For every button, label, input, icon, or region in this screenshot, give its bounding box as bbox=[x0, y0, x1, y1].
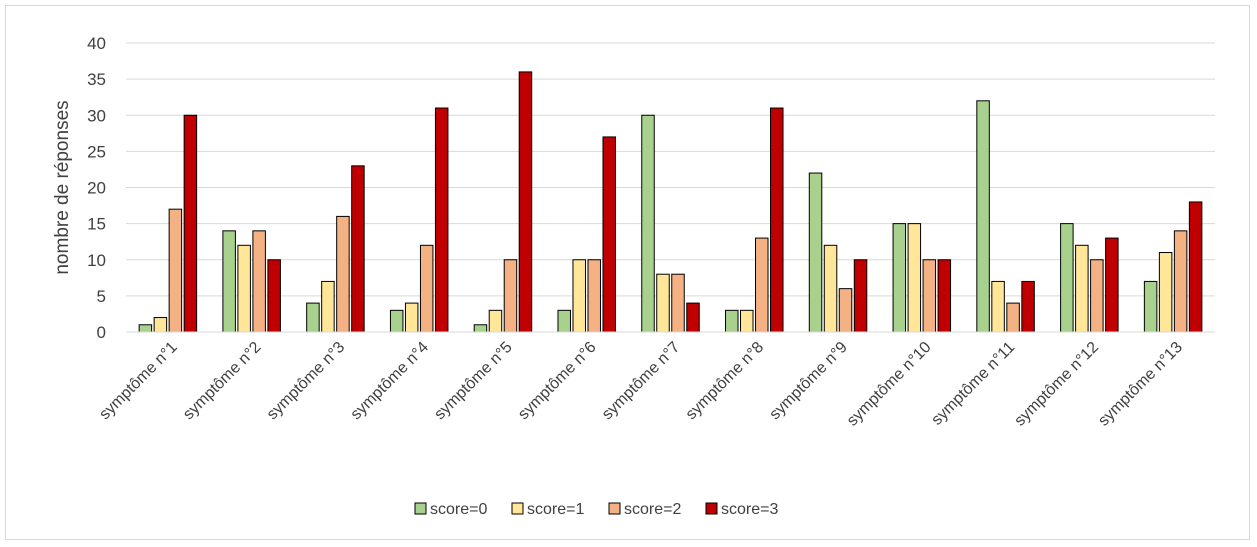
bar-score-2-2 bbox=[252, 230, 266, 333]
legend-label: score=1 bbox=[527, 501, 584, 518]
bar-score-0-3 bbox=[306, 302, 320, 333]
category-label: symptôme n°9 bbox=[766, 339, 851, 424]
category-label: symptôme n°7 bbox=[599, 339, 684, 424]
bar-score-3-12 bbox=[1105, 237, 1119, 333]
bar-score-2-5 bbox=[503, 259, 518, 333]
y-tick-label: 35 bbox=[87, 70, 106, 89]
x-axis-categories: symptôme n°1 symptôme n°2 symptôme n°3 symp… bbox=[96, 339, 1186, 430]
bar-score-0-13 bbox=[1143, 280, 1158, 333]
legend-item: score=1 bbox=[511, 501, 584, 518]
bar-score-2-6 bbox=[587, 259, 601, 333]
bar-score-1-6 bbox=[572, 259, 586, 333]
legend-swatch bbox=[414, 502, 427, 515]
category-label: symptôme n°11 bbox=[928, 339, 1018, 429]
legend: score=0 score=1 score=2 score=3 bbox=[414, 501, 778, 518]
bar-score-2-4 bbox=[419, 244, 434, 333]
bar-score-3-13 bbox=[1188, 201, 1203, 333]
bar-score-3-2 bbox=[267, 259, 281, 333]
bar-score-2-3 bbox=[336, 215, 350, 333]
bar-score-0-10 bbox=[892, 223, 907, 333]
bar-score-2-11 bbox=[1006, 302, 1020, 333]
bar-score-2-10 bbox=[922, 259, 937, 333]
category-label: symptôme n°1 bbox=[96, 339, 181, 424]
category-label: symptôme n°5 bbox=[431, 339, 516, 424]
bar-score-3-6 bbox=[602, 136, 616, 333]
bar-score-1-5 bbox=[488, 309, 503, 333]
bar-score-3-4 bbox=[434, 107, 449, 333]
legend-swatch bbox=[705, 502, 718, 515]
legend-label: score=0 bbox=[430, 501, 487, 518]
bar-score-0-6 bbox=[557, 309, 571, 333]
bar-score-2-13 bbox=[1173, 230, 1188, 333]
y-tick-label: 25 bbox=[87, 142, 106, 161]
bar-score-0-1 bbox=[138, 324, 153, 333]
category-label: symptôme n°10 bbox=[844, 339, 935, 430]
bar-score-1-1 bbox=[153, 317, 168, 333]
bar-score-1-2 bbox=[237, 244, 251, 333]
chart-frame bbox=[5, 5, 1250, 540]
bar-score-1-11 bbox=[991, 280, 1005, 333]
bar-score-3-7 bbox=[686, 302, 700, 333]
legend-label: score=2 bbox=[624, 501, 681, 518]
category-label: symptôme n°12 bbox=[1011, 339, 1102, 430]
bar-score-0-4 bbox=[389, 309, 404, 333]
y-tick-label: 40 bbox=[87, 34, 106, 53]
bar-score-0-9 bbox=[808, 172, 823, 333]
y-tick-label: 5 bbox=[97, 287, 106, 306]
bar-score-3-5 bbox=[518, 71, 533, 333]
y-axis-label: nombre de réponses bbox=[52, 100, 73, 274]
bar-score-3-8 bbox=[770, 107, 784, 333]
bar-score-1-7 bbox=[656, 273, 670, 333]
category-label: symptôme n°4 bbox=[348, 339, 433, 424]
legend-item: score=0 bbox=[414, 501, 487, 518]
gridlines bbox=[126, 42, 1215, 297]
bar-score-3-9 bbox=[853, 259, 868, 333]
bar-score-3-1 bbox=[183, 114, 198, 333]
bar-score-1-9 bbox=[823, 244, 838, 333]
bar-score-0-5 bbox=[473, 324, 488, 333]
y-tick-label: 30 bbox=[87, 106, 106, 125]
legend-label: score=3 bbox=[721, 501, 778, 518]
legend-item: score=2 bbox=[608, 501, 681, 518]
bar-score-0-7 bbox=[641, 114, 655, 333]
bar-score-3-11 bbox=[1021, 280, 1035, 333]
legend-swatch bbox=[511, 502, 524, 515]
bar-score-2-12 bbox=[1090, 259, 1104, 333]
bar-score-2-8 bbox=[755, 237, 769, 333]
bar-score-1-4 bbox=[404, 302, 419, 333]
bar-score-2-7 bbox=[671, 273, 685, 333]
category-label: symptôme n°8 bbox=[683, 339, 768, 424]
category-label: symptôme n°6 bbox=[515, 339, 600, 424]
bar-score-0-8 bbox=[725, 309, 739, 333]
bar-score-3-3 bbox=[351, 165, 365, 333]
bar-score-3-10 bbox=[937, 259, 952, 333]
legend-swatch bbox=[608, 502, 621, 515]
y-tick-label: 15 bbox=[87, 215, 106, 234]
category-label: symptôme n°2 bbox=[180, 339, 265, 424]
y-tick-label: 20 bbox=[87, 179, 106, 198]
bar-score-0-11 bbox=[976, 100, 990, 333]
y-tick-label: 0 bbox=[97, 323, 106, 342]
bar-score-1-10 bbox=[907, 223, 922, 333]
bar-score-0-2 bbox=[222, 230, 236, 333]
bar-score-1-3 bbox=[321, 280, 335, 333]
bar-score-2-9 bbox=[838, 288, 853, 333]
bar-score-1-13 bbox=[1158, 252, 1173, 333]
bar-score-1-12 bbox=[1075, 244, 1089, 333]
category-label: symptôme n°3 bbox=[264, 339, 349, 424]
y-axis-ticks: 0 5 10 15 20 25 30 35 40 bbox=[87, 34, 106, 342]
bar-score-0-12 bbox=[1060, 223, 1074, 333]
y-tick-label: 10 bbox=[87, 251, 106, 270]
bar-score-2-1 bbox=[168, 208, 183, 333]
category-label: symptôme n°13 bbox=[1095, 339, 1186, 430]
legend-item: score=3 bbox=[705, 501, 778, 518]
bars bbox=[138, 71, 1203, 333]
bar-score-1-8 bbox=[740, 309, 754, 333]
